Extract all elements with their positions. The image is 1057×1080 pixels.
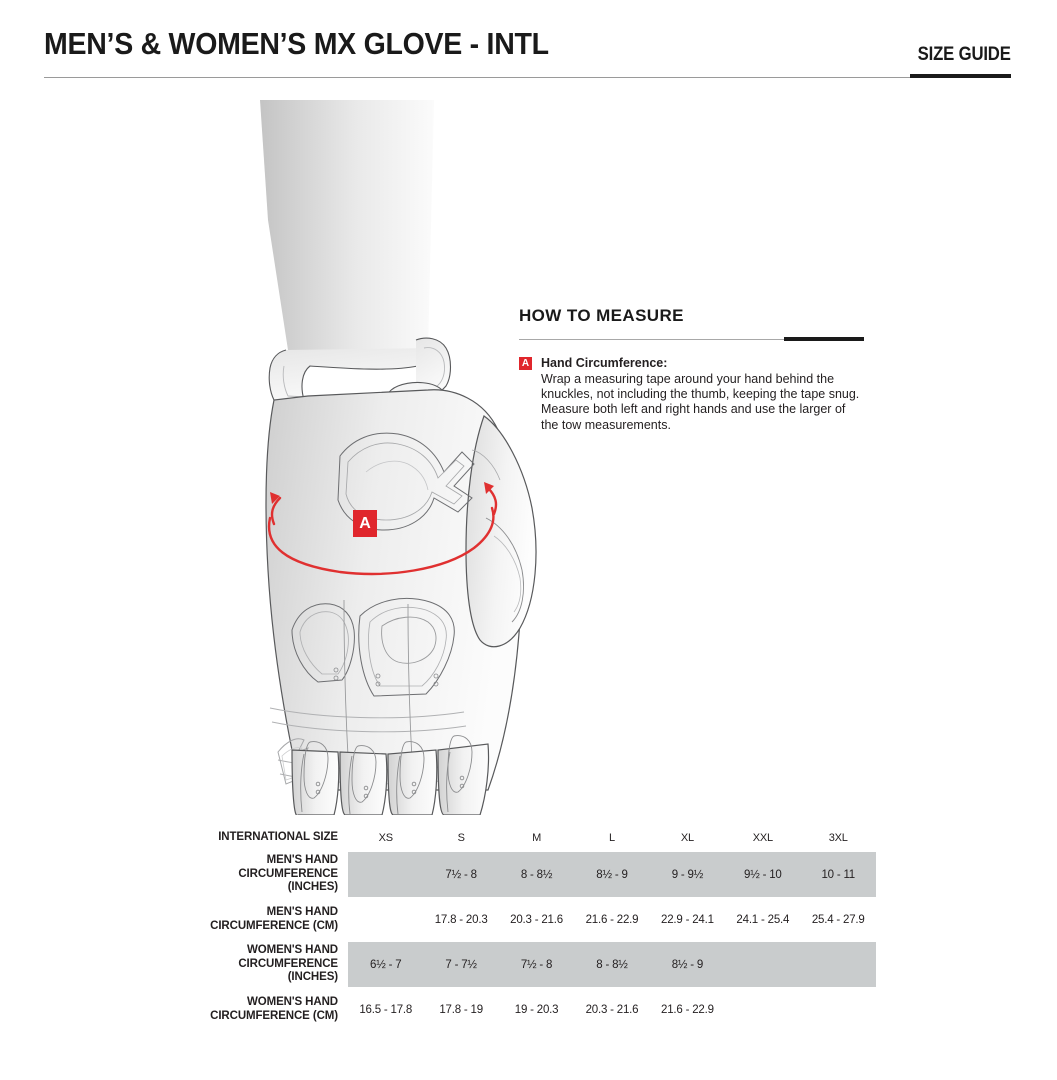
table-header-label: INTERNATIONAL SIZE (218, 831, 338, 844)
table-cell: 20.3 - 21.6 (510, 913, 563, 926)
size-table: INTERNATIONAL SIZE XS S M L XL XXL 3XL M… (186, 824, 876, 1032)
row-label-line2: CIRCUMFERENCE (CM) (210, 919, 338, 932)
how-to-measure-divider (519, 339, 864, 340)
row-label: WOMEN'S HAND CIRCUMFERENCE (INCHES) (186, 944, 348, 985)
row-label-line1: WOMEN'S HAND (247, 996, 338, 1008)
row-label-line1: WOMEN'S HAND (247, 944, 338, 957)
table-cell: 9½ - 10 (744, 868, 782, 881)
row-label-line1: MEN'S HAND (266, 854, 338, 867)
table-cell: 19 - 20.3 (514, 1003, 559, 1016)
how-to-measure-divider-wrap (519, 336, 864, 344)
measurement-arc (267, 482, 498, 576)
page-header: MEN’S & WOMEN’S MX GLOVE - INTL SIZE GUI… (0, 0, 1057, 82)
measurement-marker-a: A (353, 510, 377, 537)
column-header: XXL (752, 832, 773, 844)
row-label: MEN'S HAND CIRCUMFERENCE (CM) (186, 906, 348, 933)
column-header: XS (378, 832, 393, 844)
table-cell: 8 - 8½ (596, 958, 628, 971)
size-guide-kicker: SIZE GUIDE (917, 44, 1011, 65)
table-cell: 7½ - 8 (445, 868, 477, 881)
row-label: MEN'S HAND CIRCUMFERENCE (INCHES) (186, 854, 348, 895)
how-to-measure-section: HOW TO MEASURE A Hand Circumference: Wra… (519, 306, 864, 433)
table-cell: 10 - 11 (821, 868, 856, 881)
measure-instruction-a: A Hand Circumference: Wrap a measuring t… (519, 356, 864, 433)
measure-instruction-label: Hand Circumference: (541, 356, 668, 370)
table-cell: 20.3 - 21.6 (585, 1003, 639, 1016)
row-label-line2: CIRCUMFERENCE (CM) (210, 1009, 338, 1022)
table-cell: 25.4 - 27.9 (811, 913, 865, 926)
row-cells: 7½ - 8 8 - 8½ 8½ - 9 9 - 9½ 9½ - 10 10 -… (348, 852, 876, 897)
row-cells: 6½ - 7 7 - 7½ 7½ - 8 8 - 8½ 8½ - 9 (348, 942, 876, 987)
table-cell: 16.5 - 17.8 (359, 1003, 413, 1016)
row-cells: 16.5 - 17.8 17.8 - 19 19 - 20.3 20.3 - 2… (348, 987, 876, 1032)
table-cell: 8½ - 9 (671, 958, 704, 971)
how-to-measure-title: HOW TO MEASURE (519, 306, 684, 325)
column-header: XL (680, 832, 694, 844)
row-cells: 17.8 - 20.3 20.3 - 21.6 21.6 - 22.9 22.9… (348, 897, 876, 942)
table-row: WOMEN'S HAND CIRCUMFERENCE (INCHES) 6½ -… (186, 942, 876, 987)
table-cell: 7 - 7½ (445, 958, 477, 971)
column-header: S (457, 832, 465, 844)
table-cell: 7½ - 8 (520, 958, 553, 971)
table-header-row: INTERNATIONAL SIZE XS S M L XL XXL 3XL (186, 824, 876, 852)
row-label-line2: CIRCUMFERENCE (INCHES) (238, 957, 338, 984)
glove-knuckle-pads (291, 598, 455, 697)
table-cell: 21.6 - 22.9 (585, 913, 639, 926)
table-header-cells: XS S M L XL XXL 3XL (348, 824, 876, 852)
table-row: WOMEN'S HAND CIRCUMFERENCE (CM) 16.5 - 1… (186, 987, 876, 1032)
measure-instruction-text: Wrap a measuring tape around your hand b… (541, 372, 860, 432)
row-label-line1: MEN'S HAND (266, 906, 338, 918)
glove-fingers (291, 735, 490, 815)
glove-thumb (465, 415, 537, 648)
finger-pads (303, 735, 473, 803)
table-cell: 9 - 9½ (671, 868, 704, 881)
column-header: 3XL (828, 832, 848, 844)
glove-illustration (248, 100, 568, 815)
table-row: MEN'S HAND CIRCUMFERENCE (INCHES) 7½ - 8… (186, 852, 876, 897)
table-cell: 8½ - 9 (596, 868, 628, 881)
table-row: MEN'S HAND CIRCUMFERENCE (CM) 17.8 - 20.… (186, 897, 876, 942)
badge-a-icon: A (519, 357, 532, 370)
row-label: WOMEN'S HAND CIRCUMFERENCE (CM) (186, 996, 348, 1023)
table-cell: 24.1 - 25.4 (736, 913, 790, 926)
column-header: M (532, 832, 542, 844)
table-cell: 8 - 8½ (520, 868, 553, 881)
table-cell: 17.8 - 19 (439, 1003, 483, 1016)
table-cell: 21.6 - 22.9 (661, 1003, 714, 1016)
header-divider (44, 77, 1011, 78)
header-divider-accent (910, 74, 1011, 78)
table-cell: 6½ - 7 (370, 958, 402, 971)
how-to-measure-divider-accent (784, 337, 864, 341)
row-label-line2: CIRCUMFERENCE (INCHES) (238, 867, 338, 894)
table-cell: 17.8 - 20.3 (434, 913, 488, 926)
table-cell: 22.9 - 24.1 (661, 913, 714, 926)
glove-forearm (260, 100, 434, 362)
page-title: MEN’S & WOMEN’S MX GLOVE - INTL (44, 26, 549, 61)
column-header: L (609, 832, 615, 844)
